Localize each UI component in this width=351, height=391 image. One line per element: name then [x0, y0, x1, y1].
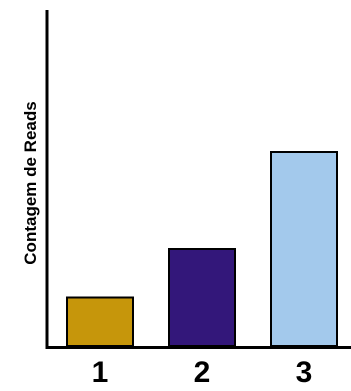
bars-layer — [66, 151, 338, 347]
bar-1 — [66, 296, 134, 347]
bar-3 — [270, 151, 338, 347]
x-tick-label-3: 3 — [296, 356, 313, 386]
y-axis-label: Contagem de Reads — [21, 101, 40, 264]
x-tick-label-1: 1 — [92, 356, 109, 386]
bar-2 — [168, 248, 236, 347]
x-tick-label-2: 2 — [194, 356, 211, 386]
x-tick-labels: 1 2 3 — [92, 356, 313, 389]
